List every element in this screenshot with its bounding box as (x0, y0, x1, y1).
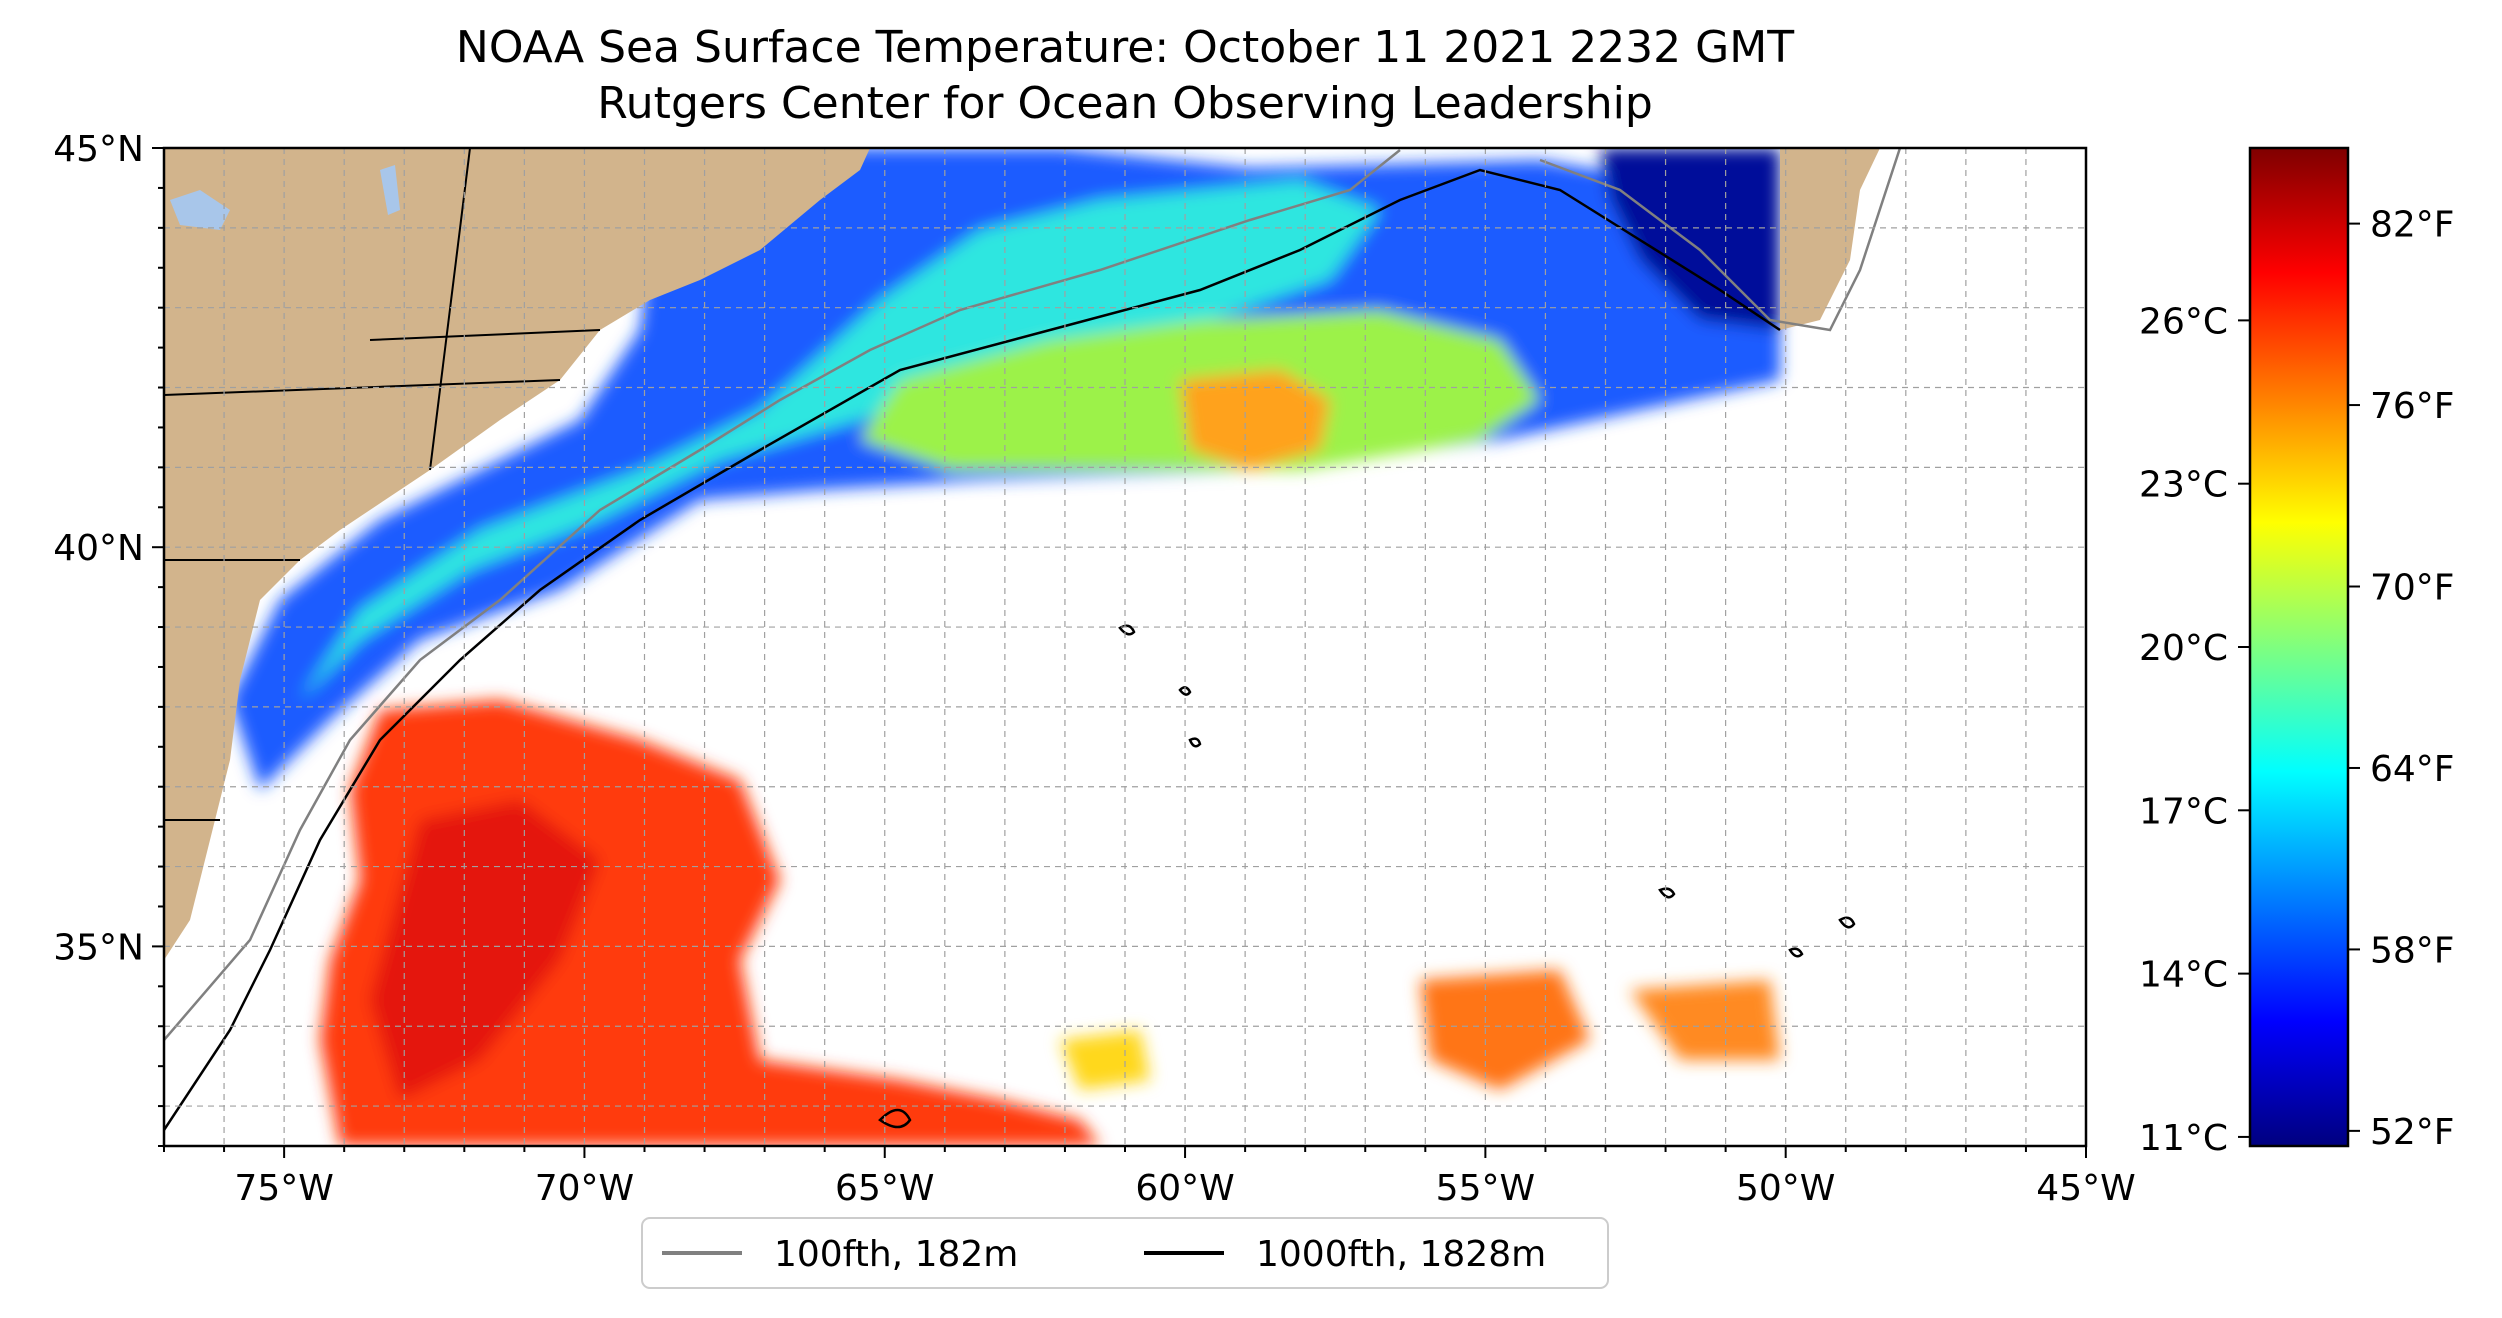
lat-tick-label: 40°N (53, 528, 144, 569)
latitude-axis: 45°N 40°N 35°N (53, 129, 164, 1147)
isobath-100fth (164, 148, 1902, 1041)
land-nova-scotia (1780, 148, 1880, 330)
legend-frame (641, 1217, 1609, 1289)
lon-tick-label: 50°W (1736, 1168, 1835, 1209)
land (164, 148, 1880, 960)
gridlines (164, 148, 2086, 1146)
cbar-f-tick-label: 76°F (2370, 386, 2455, 427)
colorbar (2248, 146, 2350, 1148)
cbar-f-tick-label: 82°F (2370, 205, 2455, 246)
lon-tick-label: 55°W (1436, 1168, 1535, 1209)
cbar-c-tick-label: 17°C (2139, 791, 2228, 832)
sst-patch-mid-green (1060, 1030, 1150, 1090)
lon-tick-label: 45°W (2036, 1168, 2135, 1209)
lat-tick-label: 45°N (53, 129, 144, 170)
isobath-1000fth (164, 168, 1781, 1131)
legend-label-100fth: 100fth, 182m (774, 1234, 1018, 1275)
lon-tick-label: 65°W (835, 1168, 934, 1209)
legend: 100fth, 182m 1000fth, 1828m (641, 1217, 1609, 1289)
sst-patch-slope-cyan (300, 180, 1380, 700)
colorbar-celsius-axis: 11°C 14°C 17°C 20°C 23°C 26°C (2139, 301, 2250, 1159)
land-north-america (164, 148, 870, 960)
sst-patch-east-orange (1420, 970, 1590, 1090)
cbar-c-tick-label: 14°C (2139, 955, 2228, 996)
longitude-axis: 75°W 70°W 65°W 60°W 55°W 50°W 45°W (163, 1146, 2136, 1209)
lon-tick-label: 75°W (234, 1168, 333, 1209)
lat-tick-label: 35°N (53, 927, 144, 968)
lake-patch (170, 190, 230, 230)
isobaths (164, 148, 1902, 1131)
chart-title: NOAA Sea Surface Temperature: October 11… (455, 22, 1795, 73)
cbar-c-tick-label: 23°C (2139, 465, 2228, 506)
cbar-f-tick-label: 52°F (2370, 1112, 2455, 1153)
sst-patch-gulf-stream-red (370, 800, 600, 1100)
lon-tick-label: 70°W (535, 1168, 634, 1209)
seamount (878, 624, 1856, 1129)
legend-label-1000fth: 1000fth, 1828m (1256, 1234, 1546, 1275)
sst-patch-orange-eddy (1180, 370, 1330, 470)
lake-patch (380, 165, 400, 215)
cbar-c-tick-label: 11°C (2139, 1118, 2228, 1159)
cbar-f-tick-label: 58°F (2370, 930, 2455, 971)
colorbar-fahrenheit-axis: 52°F 58°F 64°F 70°F 76°F 82°F (2348, 205, 2455, 1153)
sst-patch-east-far (1630, 980, 1780, 1060)
cbar-f-tick-label: 70°F (2370, 568, 2455, 609)
lon-tick-label: 60°W (1135, 1168, 1234, 1209)
cbar-c-tick-label: 26°C (2139, 301, 2228, 342)
cbar-c-tick-label: 20°C (2139, 628, 2228, 669)
cbar-f-tick-label: 64°F (2370, 749, 2455, 790)
chart-subtitle: Rutgers Center for Ocean Observing Leade… (597, 78, 1653, 129)
